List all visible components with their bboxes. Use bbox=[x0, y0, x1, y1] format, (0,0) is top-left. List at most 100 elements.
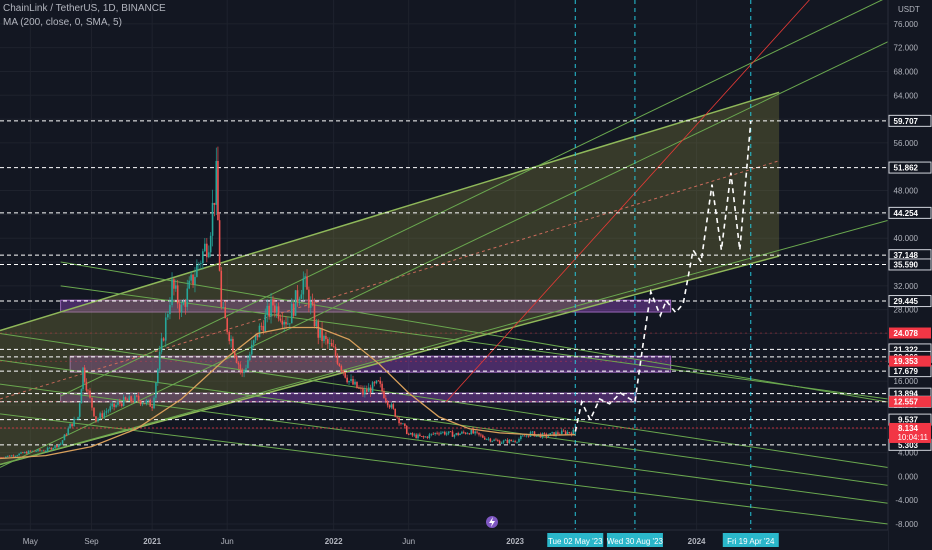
channel-fill[interactable] bbox=[0, 92, 780, 465]
highlight-badge-bg[interactable] bbox=[889, 327, 931, 339]
date-badge[interactable]: Tue 02 May '23 bbox=[548, 537, 603, 546]
trend-line[interactable] bbox=[0, 359, 889, 486]
level-badge-bg[interactable] bbox=[888, 258, 932, 271]
resistance-zones[interactable] bbox=[60, 299, 672, 403]
level-badge-bg[interactable] bbox=[888, 114, 932, 127]
candle-body bbox=[46, 447, 49, 451]
candle-body bbox=[306, 276, 308, 290]
candle-body bbox=[128, 396, 131, 401]
level-badge[interactable]: 5.303 bbox=[898, 441, 919, 450]
candle-body bbox=[279, 318, 282, 321]
trend-line[interactable] bbox=[0, 41, 889, 468]
price-tick-label: 28.000 bbox=[894, 306, 919, 315]
channel-upper-line[interactable] bbox=[0, 91, 780, 332]
candle-body bbox=[512, 441, 514, 442]
level-badge-bg[interactable] bbox=[888, 295, 932, 308]
target-line[interactable] bbox=[445, 0, 863, 403]
candle-body bbox=[111, 403, 113, 407]
candle-body bbox=[220, 270, 223, 308]
level-badge[interactable]: 21.322 bbox=[894, 345, 919, 354]
date-badge-bg[interactable] bbox=[547, 533, 604, 547]
candle-body bbox=[420, 436, 423, 437]
trend-line[interactable] bbox=[60, 261, 889, 403]
highlight-badge[interactable]: 19.353 bbox=[894, 357, 919, 366]
candle-body bbox=[228, 332, 231, 342]
date-badge-bg[interactable] bbox=[606, 533, 663, 547]
candle-body bbox=[464, 432, 467, 434]
time-axis[interactable]: May Sep 2021 Jun 2022 Jun 2023 2024 Tue 02 May '… bbox=[0, 529, 888, 550]
candle-body bbox=[237, 362, 240, 365]
candle-body bbox=[432, 433, 435, 435]
countdown-label[interactable]: 10:04:11 bbox=[897, 433, 928, 442]
trend-line[interactable] bbox=[0, 332, 889, 468]
candle-body bbox=[336, 355, 339, 364]
highlight-badge[interactable]: 12.557 bbox=[894, 398, 919, 407]
trend-line[interactable] bbox=[60, 285, 889, 400]
candle-body bbox=[274, 305, 276, 313]
flash-icon[interactable] bbox=[486, 516, 498, 528]
trend-line[interactable] bbox=[0, 219, 889, 465]
horizontal-levels[interactable] bbox=[0, 120, 888, 446]
candle-body bbox=[147, 399, 150, 401]
projection-path[interactable] bbox=[574, 120, 752, 432]
level-badge-bg[interactable] bbox=[888, 161, 932, 174]
price-tick-label: 68.000 bbox=[894, 67, 919, 76]
level-badge[interactable]: 13.894 bbox=[894, 390, 919, 399]
candle-body bbox=[37, 449, 39, 452]
level-badge[interactable]: 44.254 bbox=[894, 209, 919, 218]
trend-line[interactable] bbox=[0, 413, 889, 525]
time-tick-label: 2022 bbox=[325, 537, 343, 546]
symbol-title[interactable]: ChainLink / TetherUS, 1D, BINANCE bbox=[3, 3, 166, 14]
candle-body bbox=[510, 439, 513, 442]
candle-body bbox=[285, 321, 287, 325]
level-badge[interactable]: 17.679 bbox=[894, 367, 919, 376]
current-price-label[interactable]: 8.134 bbox=[898, 424, 919, 433]
indicator-legend[interactable]: MA (200, close, 0, SMA, 5) bbox=[3, 17, 122, 28]
date-badge[interactable]: Wed 30 Aug '23 bbox=[607, 537, 664, 546]
projection-line[interactable] bbox=[574, 120, 752, 432]
candle-body bbox=[346, 377, 348, 383]
level-badge[interactable]: 37.148 bbox=[894, 251, 919, 260]
candle-body bbox=[151, 406, 153, 409]
price-tick-label: 72.000 bbox=[894, 44, 919, 53]
trend-line[interactable] bbox=[60, 0, 888, 397]
price-axis[interactable]: 76.00072.00068.00064.00060.00056.00048.0… bbox=[887, 0, 932, 550]
candle-body bbox=[204, 243, 206, 252]
channel-mid-line[interactable] bbox=[0, 160, 780, 400]
candle-body bbox=[422, 436, 425, 438]
candle-body bbox=[300, 294, 303, 299]
candle-body bbox=[340, 366, 343, 371]
level-badge[interactable]: 29.445 bbox=[894, 297, 919, 306]
highlight-badge-bg[interactable] bbox=[889, 396, 931, 408]
current-price-bg[interactable] bbox=[889, 422, 931, 443]
highlight-badge-bg[interactable] bbox=[889, 355, 931, 367]
candle-body bbox=[230, 338, 232, 342]
candle-body bbox=[75, 419, 77, 420]
trend-lines[interactable] bbox=[0, 0, 889, 525]
candle-body bbox=[328, 342, 331, 344]
level-badge[interactable]: 9.537 bbox=[898, 416, 919, 425]
date-badge-bg[interactable] bbox=[722, 533, 779, 547]
price-tick-label: 32.000 bbox=[894, 282, 919, 291]
candle-body bbox=[99, 413, 101, 419]
level-badge[interactable]: 35.590 bbox=[894, 260, 919, 269]
candle-body bbox=[426, 436, 429, 438]
level-badge[interactable]: 51.862 bbox=[894, 164, 919, 173]
level-badge[interactable]: 59.707 bbox=[894, 117, 919, 126]
highlight-badge[interactable]: 24.078 bbox=[894, 329, 919, 338]
trend-line[interactable] bbox=[0, 383, 889, 504]
candle-body bbox=[489, 438, 492, 442]
candle-body bbox=[16, 455, 19, 457]
candle-body bbox=[396, 416, 398, 418]
candle-body bbox=[461, 431, 463, 434]
candle-body bbox=[63, 434, 66, 441]
candle-body bbox=[330, 342, 333, 347]
vertical-date-lines[interactable] bbox=[574, 0, 752, 530]
candle-body bbox=[182, 302, 185, 305]
date-badge[interactable]: Fri 19 Apr '24 bbox=[727, 537, 775, 546]
candle-body bbox=[508, 439, 511, 443]
level-badge-bg[interactable] bbox=[888, 206, 932, 219]
candle-body bbox=[485, 438, 488, 440]
zone-rect[interactable] bbox=[60, 299, 672, 313]
